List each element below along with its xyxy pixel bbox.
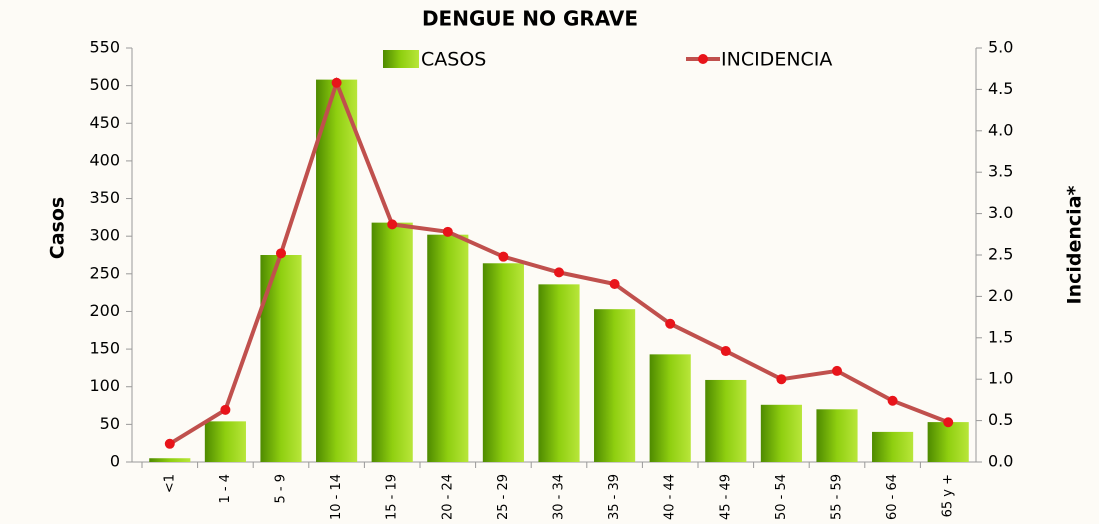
bar: [482, 263, 524, 462]
bar: [371, 222, 413, 462]
line-point: [776, 374, 787, 385]
bar: [872, 431, 914, 462]
line-point: [442, 226, 453, 237]
y2-tick-label: 0.5: [988, 410, 1013, 429]
y-tick-label: 100: [89, 376, 120, 395]
y-tick-label: 400: [89, 150, 120, 169]
legend-swatch: [383, 50, 419, 68]
chart-title: DENGUE NO GRAVE: [422, 7, 638, 31]
x-tick-label: 30 - 34: [552, 474, 567, 520]
bar: [816, 409, 858, 462]
bar: [427, 234, 469, 462]
x-tick-label: 55 - 59: [830, 474, 845, 520]
y2-tick-label: 2.5: [988, 245, 1013, 264]
bar: [316, 79, 358, 462]
bar: [705, 379, 747, 462]
x-tick-label: 45 - 49: [718, 474, 733, 520]
line-point: [943, 417, 954, 428]
x-tick-label: 15 - 19: [385, 474, 400, 520]
bar: [760, 404, 802, 462]
line-point: [276, 248, 286, 259]
y2-tick-label: 1.5: [988, 327, 1013, 346]
x-tick-label: 5 - 9: [274, 474, 289, 504]
y-axis-title: Casos: [47, 197, 69, 259]
y2-tick-label: 4.0: [988, 120, 1013, 139]
bar: [204, 421, 246, 462]
y2-tick-label: 0.0: [988, 452, 1013, 471]
x-tick-label: 35 - 39: [607, 474, 622, 520]
bar: [594, 309, 636, 462]
y-tick-label: 300: [89, 226, 120, 245]
y-tick-label: 450: [89, 113, 120, 132]
bar: [649, 354, 691, 462]
y2-axis-title: Incidencia*: [1064, 185, 1086, 304]
line-point: [164, 438, 175, 449]
legend-label: INCIDENCIA: [721, 49, 832, 71]
y2-tick-label: 4.5: [988, 79, 1013, 98]
y-tick-label: 50: [100, 414, 120, 433]
bar: [260, 255, 302, 462]
y-tick-label: 500: [89, 75, 120, 94]
x-tick-label: 60 - 64: [885, 474, 900, 520]
y2-tick-label: 2.0: [988, 286, 1013, 305]
x-tick-label: 1 - 4: [218, 474, 233, 504]
legend-swatch: [698, 54, 708, 64]
y2-tick-label: 5.0: [988, 38, 1013, 57]
y-tick-label: 200: [89, 301, 120, 320]
line-point: [665, 318, 676, 329]
y-tick-label: 150: [89, 339, 120, 358]
x-tick-label: 25 - 29: [496, 474, 511, 520]
y-tick-label: 0: [110, 452, 120, 471]
legend-label: CASOS: [421, 49, 486, 71]
line-point: [887, 395, 898, 406]
line-point: [832, 365, 842, 376]
x-tick-label: 40 - 44: [663, 474, 678, 520]
y2-tick-label: 1.0: [988, 369, 1013, 388]
y2-tick-label: 3.0: [988, 203, 1013, 222]
line-point: [220, 404, 231, 415]
line-point: [554, 267, 564, 278]
line-point: [609, 278, 620, 289]
line-point: [387, 219, 398, 230]
x-tick-label: 65 y +: [941, 474, 956, 517]
x-tick-label: 10 - 14: [329, 474, 344, 520]
bar: [149, 458, 191, 462]
y-tick-label: 250: [89, 263, 120, 282]
line-point: [331, 77, 342, 88]
y-tick-label: 350: [89, 188, 120, 207]
bar: [538, 284, 580, 462]
x-tick-label: 50 - 54: [774, 474, 789, 520]
y2-tick-label: 3.5: [988, 162, 1013, 181]
x-tick-label: 20 - 24: [440, 474, 455, 520]
line-point: [720, 346, 731, 357]
x-tick-label: <1: [162, 474, 177, 493]
line-point: [498, 251, 509, 262]
bar: [927, 422, 969, 462]
y-tick-label: 550: [89, 38, 120, 57]
